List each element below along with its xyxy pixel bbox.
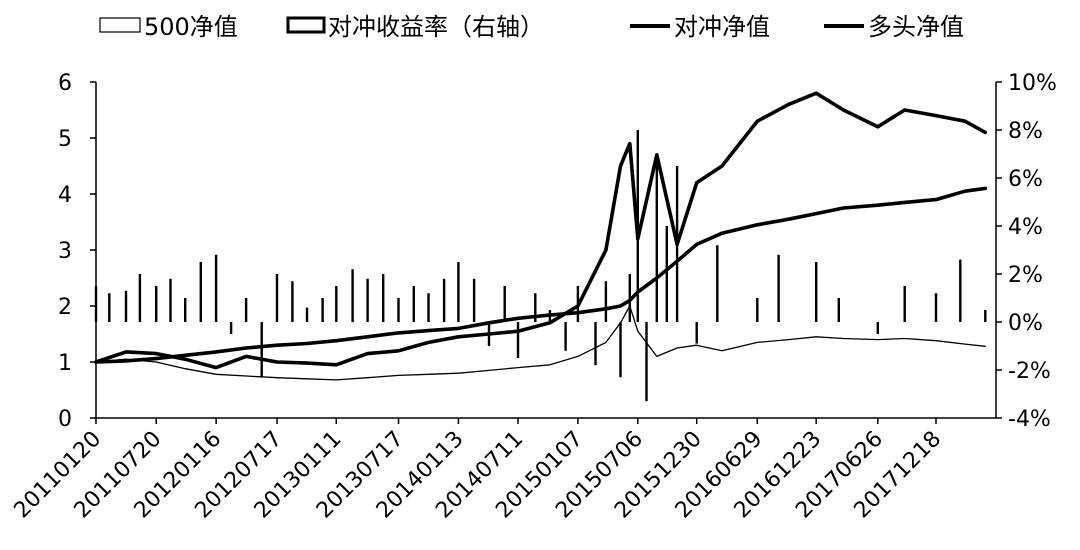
bar-20131201 — [442, 278, 446, 322]
bar-20150901 — [655, 154, 658, 322]
bar-20171218 — [934, 293, 938, 322]
bar-20130901 — [412, 286, 415, 322]
bar-20130717 — [397, 298, 400, 322]
bar-20130301 — [351, 269, 354, 322]
axes-layer: 0123456-4%-2%0%2%4%6%8%10%20110120201107… — [9, 71, 1057, 523]
bar-20120901 — [291, 281, 294, 322]
series-line-2 — [94, 91, 988, 370]
bar-20180301 — [959, 259, 962, 322]
bar-20170915 — [903, 286, 906, 322]
bar-20110301 — [108, 293, 111, 322]
right-tick-label: -2% — [1008, 359, 1051, 384]
right-tick-label: 10% — [1008, 71, 1057, 96]
bar-20131015 — [427, 293, 430, 322]
right-tick-label: 4% — [1008, 215, 1043, 240]
bar-20150801 — [645, 322, 648, 402]
series-line-1 — [94, 186, 988, 364]
left-tick-label: 4 — [58, 183, 72, 208]
left-tick-label: 5 — [58, 127, 72, 152]
legend-label: 500净值 — [144, 13, 238, 41]
right-tick-label: 2% — [1008, 263, 1043, 288]
bar-20121201 — [321, 298, 324, 322]
bar-20120415 — [244, 298, 248, 322]
bar-20141201 — [564, 322, 567, 351]
bar-20121015 — [305, 307, 309, 322]
bar-20130415 — [366, 278, 369, 322]
bar-20111015 — [184, 298, 187, 322]
legend-marker-hollow — [99, 17, 141, 33]
left-tick-label: 1 — [58, 351, 72, 376]
lines-layer — [94, 91, 988, 381]
right-tick-label: 8% — [1008, 119, 1043, 144]
legend-label: 对冲收益率（右轴） — [328, 13, 544, 41]
legend-marker-bar — [286, 16, 326, 34]
bar-20110720 — [155, 286, 158, 322]
bar-20170301 — [837, 298, 840, 322]
bar-20120601 — [260, 322, 263, 378]
left-tick-label: 2 — [58, 295, 72, 320]
bar-20140301 — [472, 278, 476, 322]
bar-20151001 — [665, 226, 668, 322]
bar-20160629 — [756, 298, 759, 322]
bar-20110901 — [169, 278, 172, 322]
bar-20130601 — [382, 274, 385, 322]
bar-20120717 — [275, 274, 279, 322]
bar-20150401 — [604, 281, 608, 322]
bar-20120116 — [214, 254, 218, 322]
bar-20111201 — [199, 262, 202, 322]
series-line-0 — [95, 305, 986, 381]
right-tick-label: 6% — [1008, 167, 1043, 192]
bar-20160301 — [716, 245, 719, 322]
left-tick-label: 3 — [58, 239, 72, 264]
left-tick-label: 6 — [58, 71, 72, 96]
right-tick-label: -4% — [1008, 407, 1051, 432]
bar-20140901 — [534, 293, 537, 322]
legend-label: 多头净值 — [868, 13, 964, 41]
bar-20170626 — [876, 322, 879, 334]
bar-20140113 — [457, 262, 460, 322]
bar-20110601 — [138, 274, 142, 322]
bars-layer — [94, 130, 987, 402]
bar-20151230 — [695, 322, 698, 344]
bar-20110420 — [124, 290, 128, 322]
bar-20150515 — [619, 322, 622, 378]
bar-20140711 — [516, 322, 520, 358]
bar-20150301 — [594, 322, 597, 366]
bar-20160901 — [777, 254, 780, 322]
left-tick-label: 0 — [58, 407, 72, 432]
bar-20140601 — [503, 286, 506, 322]
legend: 500净值 对冲收益率（右轴） 对冲净值 多头净值 — [99, 13, 964, 41]
bar-20180515 — [984, 310, 987, 322]
bar-20161223 — [815, 262, 818, 322]
bar-20120301 — [229, 322, 233, 334]
right-tick-label: 0% — [1008, 311, 1043, 336]
legend-label: 对冲净值 — [674, 13, 770, 41]
bar-20130111 — [335, 286, 338, 322]
